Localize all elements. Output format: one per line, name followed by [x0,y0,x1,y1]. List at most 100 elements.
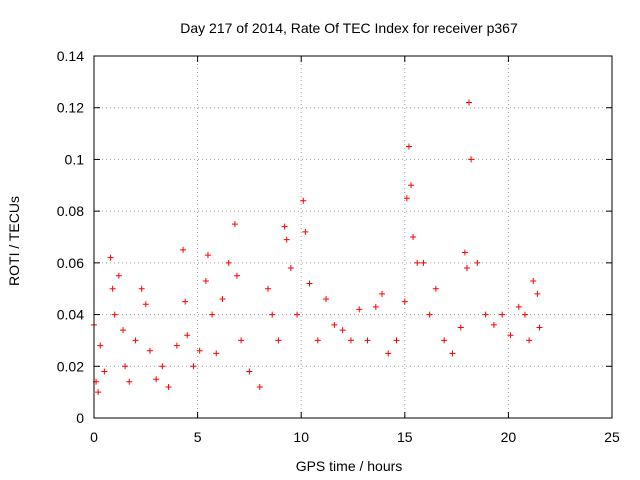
data-point [122,363,129,370]
data-point [441,337,448,344]
y-tick-label: 0 [76,410,84,426]
data-point [420,259,427,266]
x-tick-label: 20 [501,429,517,445]
data-point [372,303,379,310]
data-point [180,246,187,253]
data-point [379,290,386,297]
data-point [202,277,209,284]
data-point [126,378,133,385]
data-point [219,296,226,303]
data-point [159,363,166,370]
x-tick-label: 10 [293,429,309,445]
y-tick-label: 0.04 [57,307,84,323]
data-point [364,337,371,344]
data-point [408,182,415,189]
data-point [347,337,354,344]
y-tick-label: 0.14 [57,48,84,64]
data-point [521,311,528,318]
chart-title: Day 217 of 2014, Rate Of TEC Index for r… [180,20,518,36]
data-point [165,383,172,390]
data-point [457,324,464,331]
axes [93,55,613,419]
data-point [196,347,203,354]
y-axis-label: ROTI / TECUs [6,196,22,286]
data-point [468,156,475,163]
data-point [238,337,245,344]
data-point [474,259,481,266]
data-point [182,298,189,305]
data-point [401,298,408,305]
data-point [231,221,238,228]
data-point [97,342,104,349]
data-point [507,332,514,339]
data-point [287,265,294,272]
data-point [463,265,470,272]
x-tick-label: 15 [397,429,413,445]
data-point [385,350,392,357]
data-point [95,389,102,396]
data-point [314,337,321,344]
data-point [184,332,191,339]
y-tick-label: 0.1 [65,151,85,167]
x-tick-label: 5 [194,429,202,445]
data-point [109,285,116,292]
data-point [213,350,220,357]
data-point [281,223,288,230]
data-point [410,234,417,240]
data-point [190,363,197,370]
x-tick-label: 0 [90,429,98,445]
y-tick-label: 0.02 [57,358,84,374]
data-point [294,311,301,318]
data-point [499,311,506,318]
data-point [339,327,346,334]
x-tick-label: 25 [604,429,620,445]
data-point [246,368,253,375]
data-point [225,259,232,266]
data-point [300,197,307,204]
data-point [534,290,541,297]
data-point [403,195,410,202]
data-point [138,285,145,292]
data-point [115,272,122,279]
data-point [120,327,127,334]
data-point [132,337,139,344]
data-point [153,376,160,383]
data-point [490,321,497,328]
grid-lines [94,56,612,418]
data-point [530,277,537,284]
data-point [414,259,421,266]
data-point [405,143,412,150]
data-point [265,285,272,292]
data-point [101,368,108,375]
y-tick-label: 0.12 [57,100,84,116]
data-point [449,350,456,357]
data-point [107,254,114,261]
data-point [515,303,522,310]
data-points [91,99,543,396]
data-point [302,228,309,235]
data-point [356,306,363,313]
tick-marks [93,55,613,419]
tick-labels: 0 0.02 0.04 0.06 0.08 0.1 0.12 0.14 0 5 10 15 20 25 [57,48,620,445]
data-point [461,249,468,256]
data-point [331,321,338,328]
data-point [482,311,489,318]
data-point [526,337,533,344]
data-point [393,337,400,344]
data-point [432,285,439,292]
data-point [209,311,216,318]
data-point [536,324,543,331]
y-tick-label: 0.08 [57,203,84,219]
data-point [142,301,149,308]
y-tick-label: 0.06 [57,255,84,271]
data-point [256,383,263,390]
data-point [233,272,240,279]
data-point [283,236,290,243]
data-point [426,311,433,318]
data-point [173,342,180,349]
x-axis-label: GPS time / hours [296,458,403,474]
data-point [146,347,153,354]
data-point [275,337,282,344]
data-point [204,252,211,259]
